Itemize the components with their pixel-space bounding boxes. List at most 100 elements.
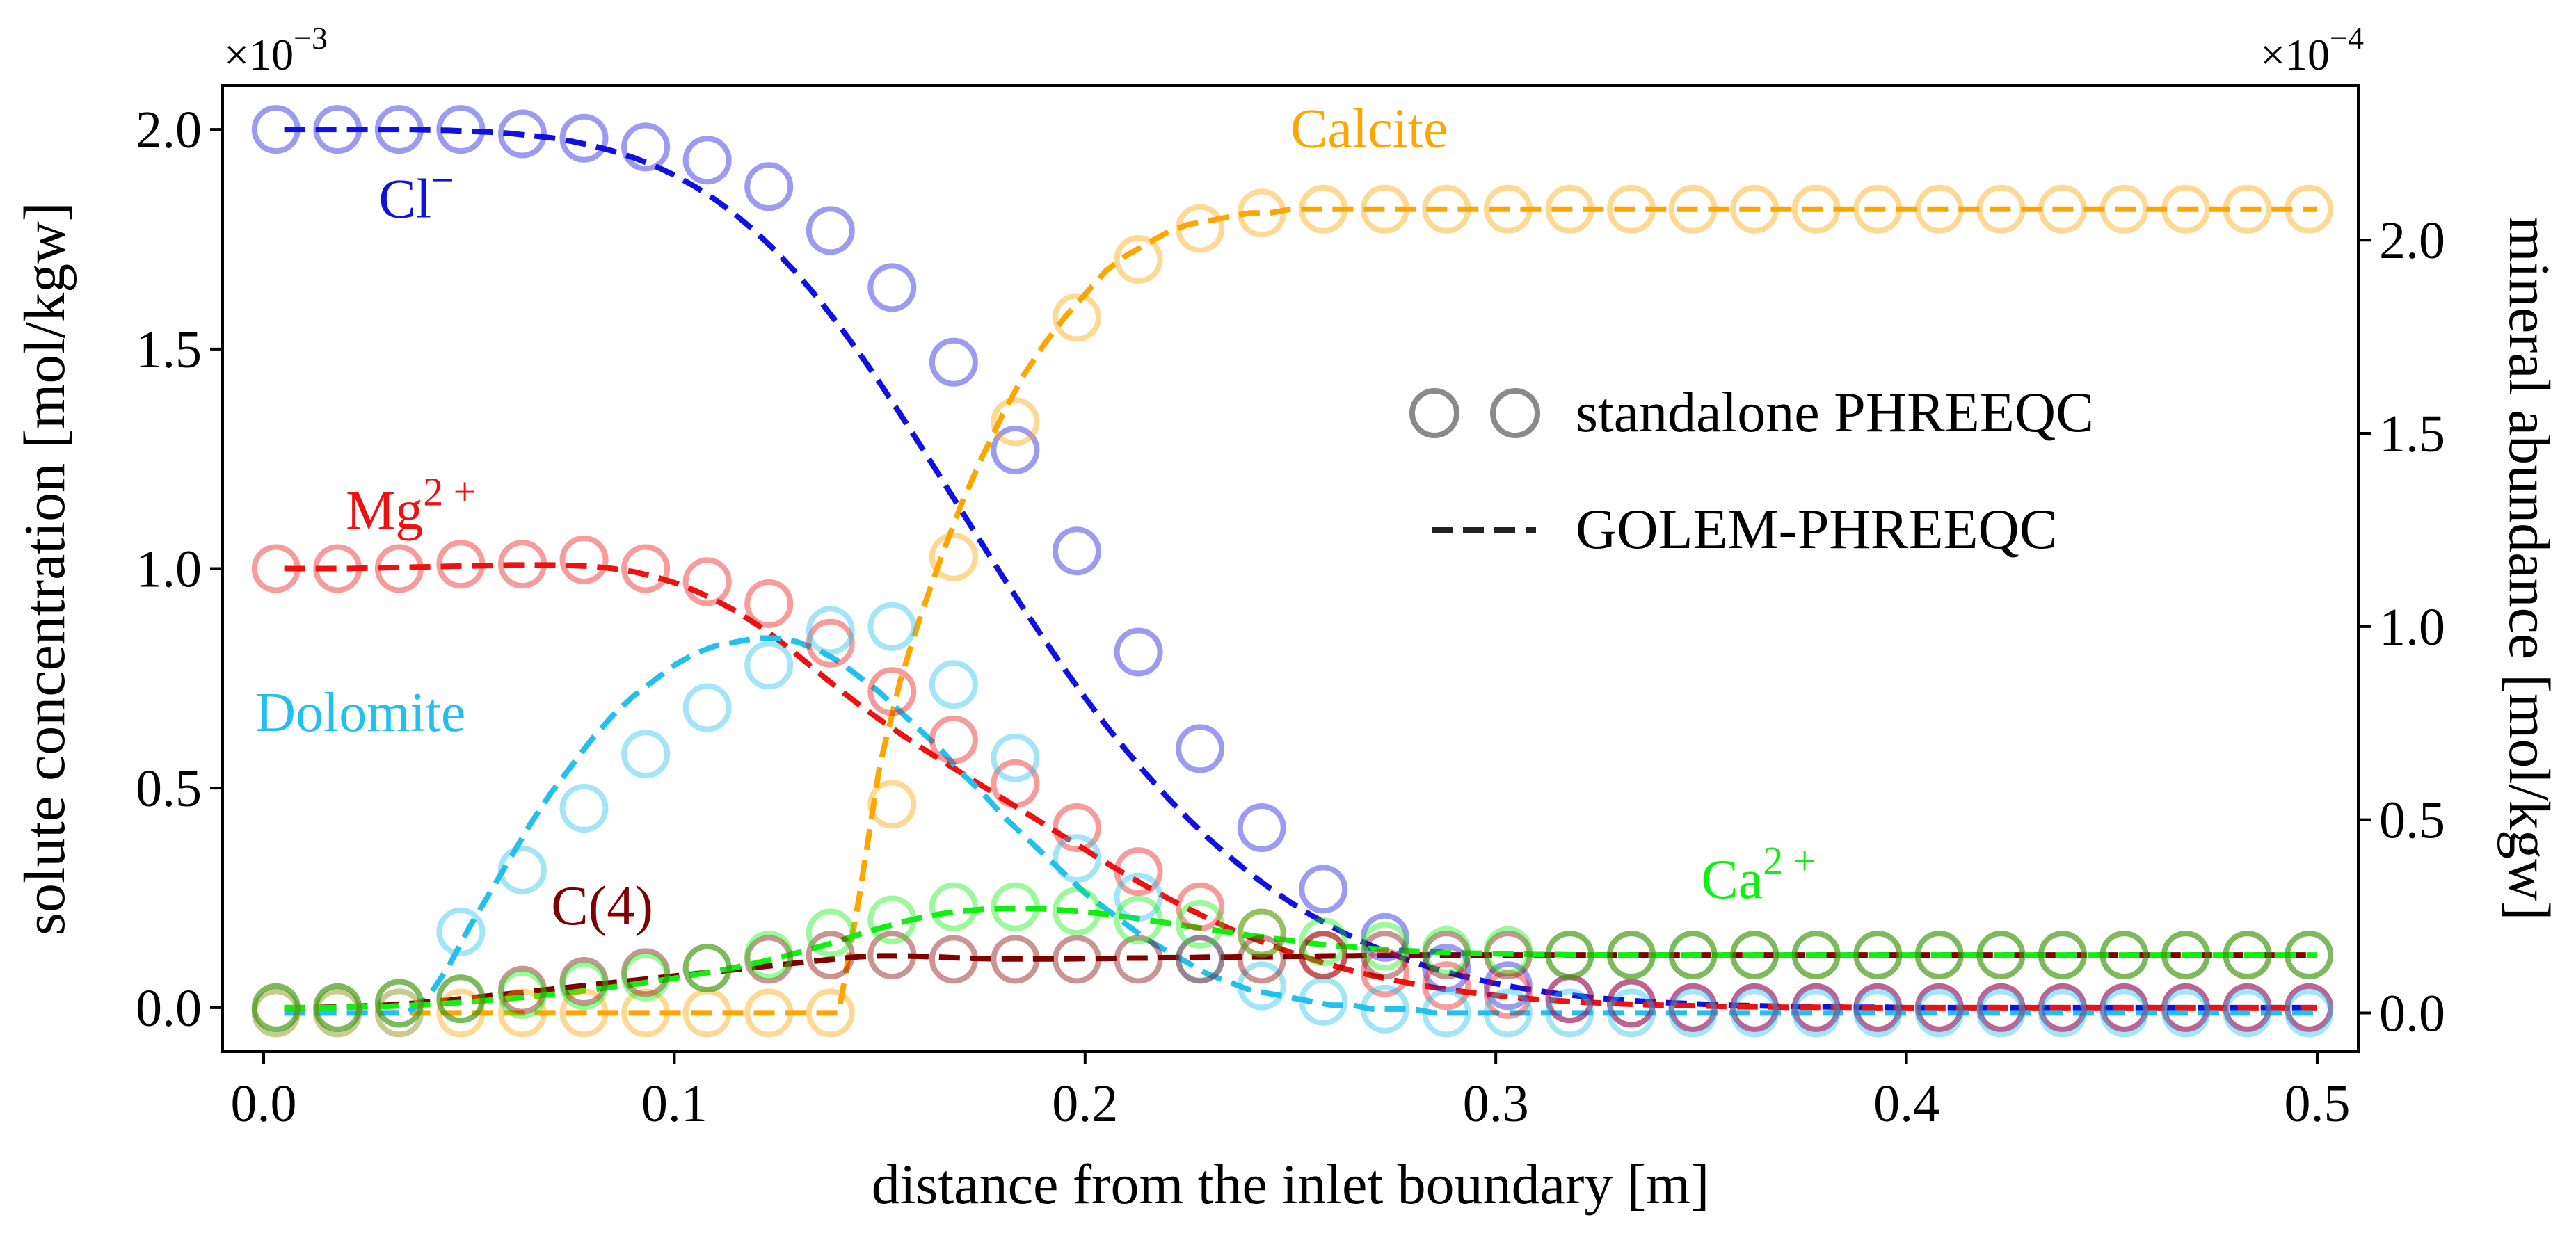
marker-cl [251, 105, 301, 154]
marker-c4 [1914, 931, 1964, 980]
marker-calcite [621, 988, 671, 1038]
y-left-tick-label: 2.0 [136, 101, 202, 159]
marker-cl [682, 136, 732, 185]
series-label-calcite: Calcite [1290, 98, 1448, 159]
x-axis-label: distance from the inlet boundary [m] [872, 1152, 1710, 1216]
marker-c4 [2038, 931, 2087, 980]
marker-dolomite [1176, 934, 1225, 983]
marker-cl [991, 426, 1040, 474]
marker-c4 [2285, 931, 2334, 980]
legend-label-standalone: standalone PHREEQC [1576, 380, 2094, 444]
marker-ca [991, 882, 1040, 931]
marker-c4 [682, 944, 732, 992]
y-right-tick-label: 1.0 [2379, 598, 2445, 657]
marker-calcite [1791, 184, 1841, 234]
marker-mg [559, 535, 609, 584]
marker-cl [1791, 983, 1841, 1032]
marker-calcite [2223, 184, 2272, 234]
marker-c4 [1791, 931, 1841, 980]
marker-ca [1730, 931, 1779, 980]
marker-dolomite [991, 733, 1040, 782]
marker-mg [1114, 847, 1163, 897]
x-tick-label: 0.1 [641, 1075, 707, 1133]
marker-ca [559, 961, 609, 1011]
marker-mg [313, 544, 362, 593]
y-left-tick-label: 1.5 [136, 321, 202, 379]
marker-calcite [1730, 184, 1779, 234]
marker-calcite [2038, 184, 2087, 234]
marker-ca [1176, 899, 1225, 949]
marker-cl [867, 263, 917, 312]
marker-mg [621, 544, 671, 593]
y-right-tick-label: 2.0 [2379, 211, 2445, 270]
marker-dolomite [621, 730, 671, 779]
marker-c4 [1483, 931, 1533, 980]
marker-ca [436, 974, 486, 1024]
x-tick-label: 0.3 [1463, 1075, 1529, 1133]
marker-ca [1299, 917, 1348, 967]
marker-mg [1176, 882, 1225, 931]
marker-dolomite [2223, 988, 2272, 1038]
marker-ca [682, 944, 732, 992]
marker-c4 [1237, 935, 1286, 984]
y-right-axis-label: mineral abundance [mol/kgw] [2497, 216, 2561, 920]
marker-dolomite [436, 907, 486, 956]
series-markers [251, 105, 2334, 1038]
marker-ca [2161, 931, 2210, 980]
x-tick-label: 0.4 [1873, 1075, 1939, 1133]
marker-dolomite [1360, 984, 1409, 1034]
marker-cl [313, 105, 362, 154]
marker-ca [1545, 931, 1594, 980]
marker-mg [991, 759, 1040, 808]
marker-calcite [1237, 188, 1286, 238]
marker-ca [1607, 931, 1656, 980]
marker-c4 [1299, 931, 1348, 980]
marker-cl [1237, 803, 1286, 852]
marker-cl [1483, 961, 1533, 1011]
marker-cl [806, 206, 855, 255]
marker-dolomite [1976, 988, 2026, 1038]
marker-dolomite [313, 988, 362, 1038]
marker-cl [1730, 983, 1779, 1032]
marker-c4 [498, 965, 547, 1015]
marker-ca [374, 979, 424, 1028]
marker-calcite [867, 780, 917, 829]
marker-cl [2223, 983, 2272, 1032]
marker-ca [1853, 931, 1903, 980]
marker-mg [1299, 931, 1348, 980]
marker-ca [1914, 931, 1964, 980]
marker-c4 [436, 974, 486, 1024]
marker-dolomite [559, 784, 609, 833]
marker-dolomite [1237, 961, 1286, 1011]
marker-dolomite [1053, 834, 1101, 883]
marker-calcite [1853, 184, 1903, 234]
right-axis-multiplier: ×10−4 [2260, 20, 2364, 79]
marker-cl [1114, 627, 1163, 677]
marker-c4 [1114, 935, 1163, 984]
marker-cl [559, 113, 609, 163]
marker-calcite [498, 988, 547, 1038]
left-axis-multiplier: ×10−3 [224, 20, 328, 79]
marker-dolomite [2161, 988, 2210, 1038]
marker-dolomite [682, 683, 732, 732]
marker-cl [1176, 724, 1225, 773]
marker-c4 [621, 948, 671, 997]
marker-cl [1668, 983, 1718, 1032]
marker-c4 [2223, 931, 2272, 980]
marker-calcite [744, 988, 794, 1038]
marker-mg [2285, 983, 2334, 1032]
marker-calcite [1545, 184, 1594, 234]
marker-mg [1053, 803, 1101, 852]
marker-calcite [1668, 184, 1718, 234]
marker-ca [251, 983, 301, 1032]
marker-c4 [251, 983, 301, 1032]
marker-calcite [374, 988, 424, 1038]
marker-c4 [1360, 931, 1409, 980]
marker-dolomite [1730, 988, 1779, 1038]
marker-dolomite [1853, 988, 1903, 1038]
marker-ca [2099, 931, 2149, 980]
marker-mg [1607, 979, 1656, 1028]
marker-cl [621, 122, 671, 172]
line-ca [284, 906, 2317, 1011]
marker-mg [929, 715, 978, 764]
